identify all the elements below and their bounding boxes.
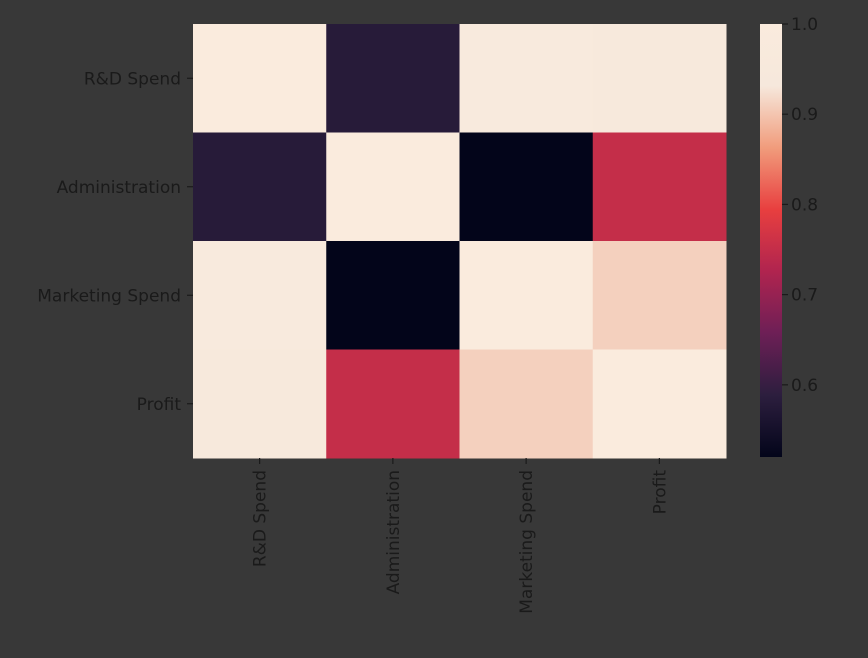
colorbar-tick-label: 0.8 (791, 195, 818, 215)
colorbar-tick-label: 0.9 (791, 105, 818, 125)
colorbar-tick-label: 1.0 (791, 15, 818, 35)
colorbar-ticks: 0.6 0.7 0.8 0.9 1.0 (782, 15, 818, 396)
y-tick-label: R&D Spend (84, 69, 181, 89)
heatmap-cell (326, 241, 460, 350)
x-tick-label: R&D Spend (251, 470, 271, 567)
heatmap-cell (592, 24, 727, 133)
x-tick-label: Marketing Spend (517, 470, 537, 614)
heatmap-cell (459, 241, 594, 350)
colorbar (760, 24, 782, 457)
heatmap-cells (193, 24, 727, 459)
heatmap-cell (193, 349, 327, 459)
heatmap-cell (592, 241, 727, 350)
colorbar-tick-label: 0.6 (791, 376, 818, 396)
x-axis-tick-labels: R&D Spend Administration Marketing Spend Pr… (251, 458, 670, 614)
heatmap-cell (459, 349, 594, 459)
heatmap-cell (459, 132, 594, 242)
x-tick-label: Administration (384, 470, 404, 594)
y-axis-tick-labels: R&D Spend Administration Marketing Spend Pr… (37, 69, 193, 415)
colorbar-tick-label: 0.7 (791, 286, 818, 306)
y-tick-label: Marketing Spend (37, 286, 181, 306)
heatmap-cell (326, 24, 460, 133)
heatmap-cell (326, 132, 460, 242)
heatmap-cell (459, 24, 594, 133)
heatmap-cell (326, 349, 460, 459)
y-tick-label: Administration (57, 178, 181, 198)
heatmap-cell (193, 132, 327, 242)
y-tick-label: Profit (137, 395, 182, 415)
x-tick-label: Profit (650, 470, 670, 515)
heatmap-cell (193, 241, 327, 350)
heatmap-cell (592, 349, 727, 459)
heatmap-cell (592, 132, 727, 242)
heatmap-cell (193, 24, 327, 133)
